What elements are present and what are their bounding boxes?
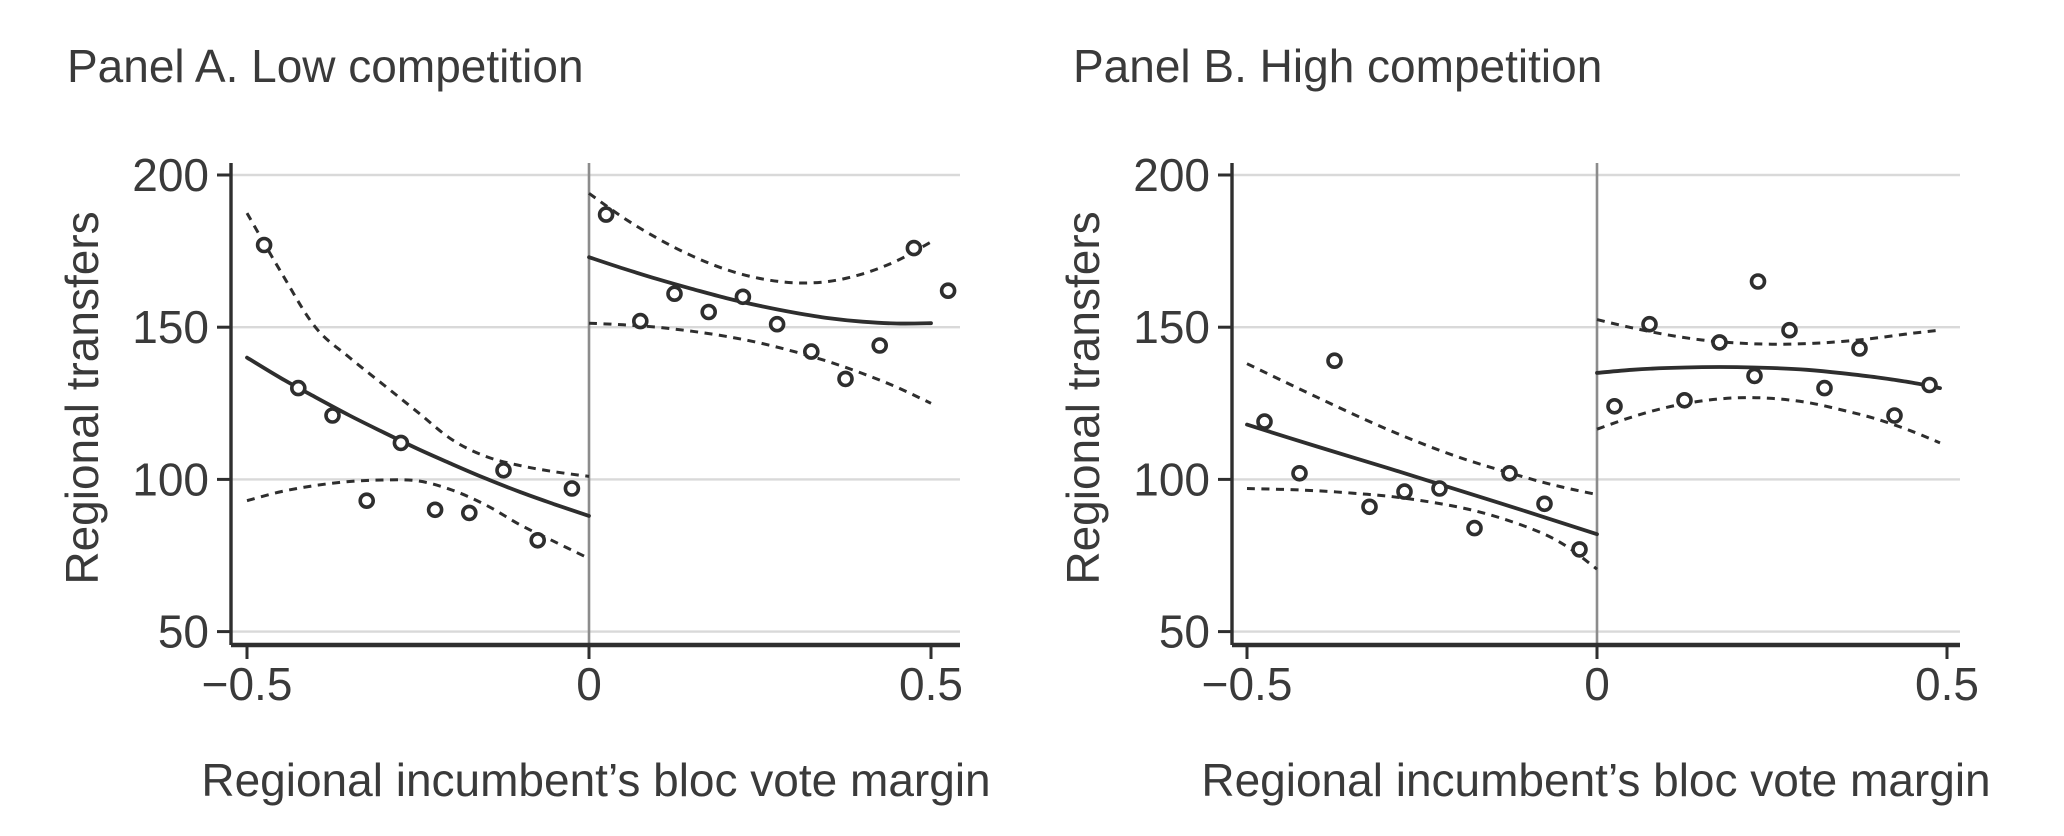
panel-b-data-point [1886,407,1903,424]
panel-a-y-tick-label: 150 [132,301,209,353]
panel-a: 50 100 150 200 −0.5 0 0.5 [132,149,963,710]
panel-a-data-point [837,370,854,388]
panel-b-x-axis-label: Regional incumbent’s bloc vote margin [1201,754,1991,806]
panel-a-data-point [289,379,307,397]
panel-b-data-point [1361,498,1378,516]
panel-a-y-tick-label: 100 [132,453,209,505]
panel-b-data-point [1781,321,1798,339]
panel-a-data-point [871,337,889,354]
panel-b-fit-right-curve [1595,365,1942,390]
panel-b-data-point [1501,464,1518,482]
panel-b-data-point [1641,315,1658,333]
panel-a-data-point [358,492,376,510]
panel-a-title: Panel A. Low competition [67,40,584,92]
panel-b-data-point [1291,464,1308,482]
panel-a-ci-lower-left-curve [246,478,590,560]
panel-a-data-point [700,303,718,321]
panel-b-y-axis-label: Regional transfers [1057,211,1109,585]
panel-a-ci-lower-right-curve [588,321,932,405]
panel-b-data-point [1466,519,1483,537]
panel-b-y-tick-label: 100 [1133,453,1210,505]
panel-a-data-point [426,501,444,519]
panel-b-data-point [1396,483,1413,500]
panel-b-y-tick-label: 50 [1159,606,1210,658]
panel-b-data-point [1676,391,1693,409]
panel-a-x-tick-label: −0.5 [202,658,293,710]
panel-a-data-point [905,239,923,257]
panel-b-ci-upper-right-curve [1596,318,1941,346]
panel-b-data-point [1816,379,1833,397]
panel-a-x-tick-label: 0.5 [899,658,963,710]
panel-a-data-point [802,343,820,360]
panel-a-data-point [495,461,512,479]
panel-a-data-point [939,282,957,300]
panel-a-x-tick-label: 0 [576,658,602,710]
panel-a-data-point [529,531,547,549]
panel-b-data-point [1746,367,1763,385]
panel-a-data-point [734,288,752,306]
panel-b-x-tick-label: −0.5 [1202,658,1293,710]
panel-b-data-point [1326,352,1343,370]
panel-a-y-tick-label: 50 [158,606,209,658]
panel-b-data-point [1711,334,1728,351]
panel-a-ci-upper-right-curve [588,192,932,285]
panel-b-ci-lower-right-curve [1596,396,1941,445]
panel-a-data-point [597,206,615,223]
panel-a-data-point [666,285,683,303]
panel-a-data-point [392,434,410,452]
panel-a-ci-upper-left-curve [245,212,590,478]
panel-b-x-tick-label: 0.5 [1915,658,1979,710]
panel-b-fit-left-curve [1245,422,1599,537]
panel-a-data-point [255,236,273,254]
panel-b-y-tick-label: 150 [1133,301,1210,353]
panel-a-y-axis-label: Regional transfers [56,211,108,585]
panel-b-ci-lower-left-curve [1246,487,1598,571]
panel-b-data-point [1431,480,1448,497]
panel-b-data-point [1851,340,1868,357]
panel-b-data-point [1256,413,1273,430]
panel-b-data-point [1921,376,1938,394]
panel-a-x-axis-label: Regional incumbent’s bloc vote margin [201,754,991,806]
panel-a-data-point [563,480,581,497]
panel-b: 50 100 150 200 −0.5 0 0.5 [1133,149,1979,710]
panel-a-data-point [324,407,341,424]
panel-a-data-point [768,315,786,333]
panel-b-data-point [1571,541,1588,558]
panel-b-data-point [1749,273,1767,290]
panel-b-title: Panel B. High competition [1073,40,1603,92]
panel-a-data-point [631,312,649,330]
panel-a-data-point [460,504,478,522]
panel-b-data-point [1606,397,1623,415]
panel-b-ci-upper-left-curve [1246,362,1598,497]
panel-a-y-tick-label: 200 [132,149,209,201]
panel-b-data-point [1536,495,1553,513]
panel-a-fit-right-curve [587,255,933,326]
panel-b-x-tick-label: 0 [1584,658,1610,710]
panel-b-y-tick-label: 200 [1133,149,1210,201]
